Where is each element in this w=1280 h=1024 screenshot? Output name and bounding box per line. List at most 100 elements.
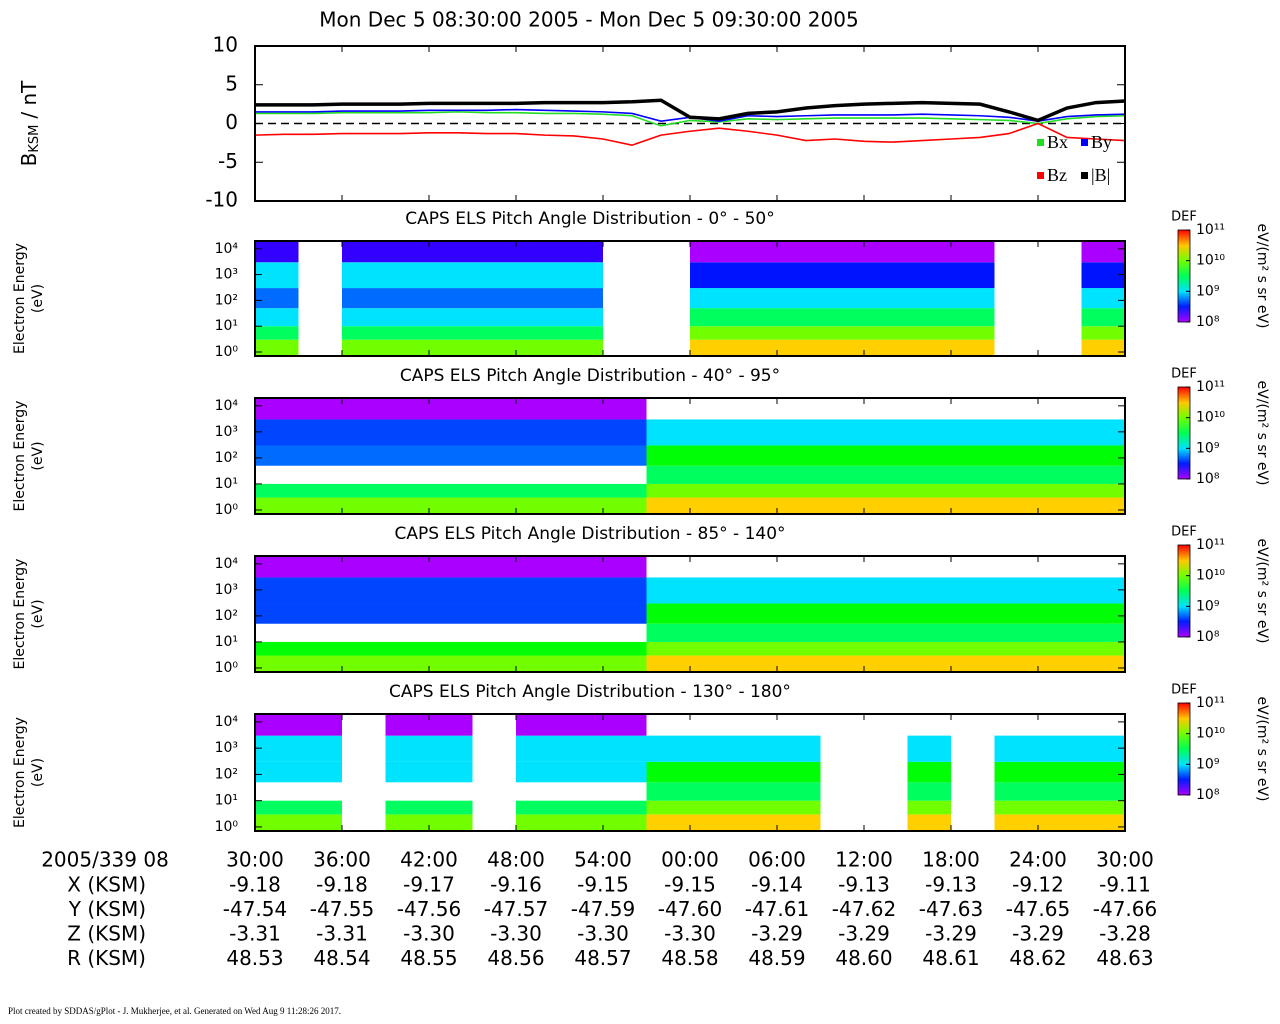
ephemeris-value: -9.13: [925, 873, 977, 897]
heatmap-cell: [951, 623, 995, 642]
heatmap-cell: [1038, 814, 1082, 831]
heatmap-cell: [385, 483, 429, 498]
heatmap-cell: [516, 800, 560, 815]
heatmap-cell: [385, 288, 429, 309]
heatmap-cell: [385, 641, 429, 656]
heatmap-cell: [385, 714, 429, 736]
heatmap-cell: [342, 262, 386, 289]
colorbar-tick-label: 10⁹: [1196, 440, 1220, 456]
heatmap-cell: [603, 761, 647, 783]
y-tick-label: 10⁰: [215, 819, 239, 835]
heatmap-cell: [907, 483, 951, 498]
ephemeris-value: -3.29: [1012, 922, 1064, 946]
heatmap-cell: [298, 577, 342, 604]
heatmap-cell: [1081, 241, 1125, 263]
heatmap-cell: [777, 782, 821, 801]
heatmap-cell: [385, 339, 429, 356]
heatmap-cell: [385, 398, 429, 420]
heatmap-cell: [342, 241, 386, 263]
heatmap-cell: [472, 241, 516, 263]
ephemeris-value: -47.56: [397, 897, 461, 921]
heatmap-cell: [777, 761, 821, 783]
heatmap-cell: [429, 308, 473, 327]
ephemeris-value: -3.29: [751, 922, 803, 946]
ephemeris-label: R (KSM): [67, 946, 146, 970]
heatmap-cell: [733, 577, 777, 604]
heatmap-cell: [951, 577, 995, 604]
x-tick-label: 48:00: [487, 848, 545, 872]
heatmap-cell: [690, 288, 734, 309]
heatmap-cell: [603, 483, 647, 498]
y-axis-label: Electron Energy: [12, 401, 28, 512]
heatmap-cell: [820, 577, 864, 604]
heatmap-cell: [864, 603, 908, 624]
x-tick-label: 30:00: [1096, 848, 1154, 872]
colorbar-tick-label: 10¹⁰: [1196, 410, 1225, 426]
y-axis-label-sub: KSM: [27, 125, 42, 153]
heatmap-cell: [690, 800, 734, 815]
heatmap-cell: [690, 577, 734, 604]
colorbar-tick-label: 10⁹: [1196, 598, 1220, 614]
colorbar-tick-label: 10¹¹: [1196, 537, 1225, 553]
heatmap-cell: [864, 262, 908, 289]
heatmap-cell: [1081, 623, 1125, 642]
heatmap-cell: [472, 483, 516, 498]
heatmap-cell: [342, 445, 386, 466]
colorbar-tick-label: 10¹¹: [1196, 695, 1225, 711]
y-axis-label: (eV): [30, 758, 46, 787]
ephemeris-value: -9.12: [1012, 873, 1064, 897]
heatmap-cell: [777, 497, 821, 514]
heatmap-cell: [733, 800, 777, 815]
heatmap-cell: [994, 800, 1038, 815]
heatmap-cell: [342, 398, 386, 420]
heatmap-cell: [429, 288, 473, 309]
heatmap-cell: [733, 655, 777, 672]
heatmap-cell: [733, 262, 777, 289]
heatmap-cell: [1038, 603, 1082, 624]
heatmap-cell: [298, 714, 342, 736]
panel-title: CAPS ELS Pitch Angle Distribution - 85° …: [394, 524, 785, 544]
heatmap-cell: [864, 445, 908, 466]
ephemeris-value: -47.63: [919, 897, 983, 921]
colorbar-label: DEF: [1171, 525, 1197, 540]
heatmap-cell: [994, 761, 1038, 783]
heatmap-cell: [603, 419, 647, 446]
heatmap-cell: [907, 623, 951, 642]
heatmap-cell: [733, 241, 777, 263]
heatmap-cell: [559, 800, 603, 815]
x-tick-label: 12:00: [835, 848, 893, 872]
heatmap-cell: [733, 288, 777, 309]
heatmap-cell: [516, 603, 560, 624]
heatmap-cell: [429, 398, 473, 420]
heatmap-cell: [603, 714, 647, 736]
heatmap-cell: [864, 339, 908, 356]
heatmap-cell: [994, 603, 1038, 624]
ephemeris-value: -47.59: [571, 897, 635, 921]
heatmap-cell: [298, 556, 342, 578]
heatmap-cell: [255, 288, 299, 309]
heatmap-cell: [1081, 288, 1125, 309]
heatmap-cell: [1081, 782, 1125, 801]
heatmap-cell: [777, 241, 821, 263]
heatmap-cell: [864, 641, 908, 656]
heatmap-cell: [1081, 262, 1125, 289]
heatmap-cell: [429, 483, 473, 498]
y-tick-label: 10²: [215, 292, 238, 308]
heatmap-cell: [864, 623, 908, 642]
heatmap-cell: [864, 497, 908, 514]
plot-frame: [254, 240, 1126, 357]
heatmap-cell: [864, 308, 908, 327]
colorbar: [1177, 702, 1191, 796]
heatmap-cell: [255, 419, 299, 446]
heatmap-cell: [516, 556, 560, 578]
heatmap-cell: [864, 465, 908, 484]
colorbar-tick-label: 10¹¹: [1196, 222, 1225, 238]
y-tick-label: 10²: [215, 450, 238, 466]
heatmap-cell: [516, 577, 560, 604]
heatmap-cell: [907, 339, 951, 356]
heatmap-cell: [690, 814, 734, 831]
heatmap-cell: [603, 497, 647, 514]
heatmap-cell: [255, 262, 299, 289]
heatmap-cell: [777, 288, 821, 309]
heatmap-cell: [472, 262, 516, 289]
